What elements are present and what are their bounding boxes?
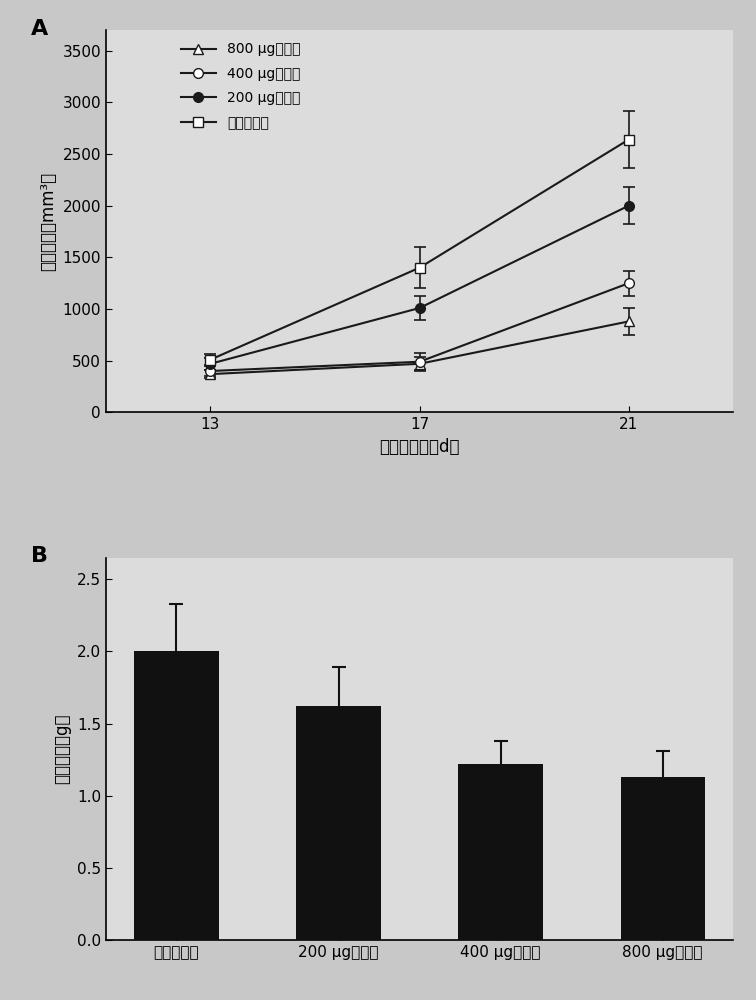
Bar (135, 651, 218, 940)
Legend: 800 μg单抗组, 400 μg单抗组, 200 μg单抗组, 生理盐水组: 800 μg单抗组, 400 μg单抗组, 200 μg单抗组, 生理盐水组 (175, 37, 306, 135)
Bar (621, 777, 705, 940)
Y-axis label: 肿瘾重量（g）: 肿瘾重量（g） (54, 714, 71, 784)
X-axis label: 接种后天数（d）: 接种后天数（d） (380, 438, 460, 456)
Bar (458, 764, 543, 940)
Bar (296, 706, 381, 940)
Text: A: A (30, 19, 48, 39)
Y-axis label: 肿瘾体积（mm³）: 肿瘾体积（mm³） (39, 172, 57, 271)
Text: B: B (30, 546, 48, 566)
